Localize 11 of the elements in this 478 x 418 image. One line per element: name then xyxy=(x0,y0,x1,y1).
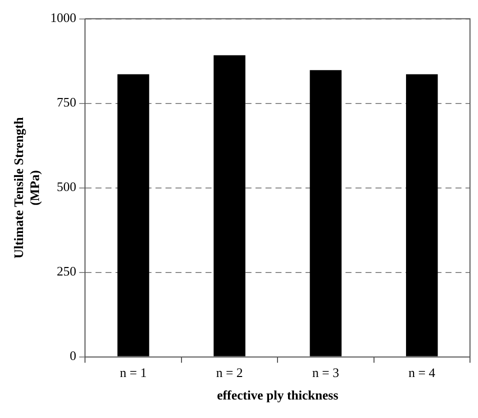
y-tick-label: 1000 xyxy=(50,10,76,26)
x-tick-label: n = 3 xyxy=(312,365,340,380)
x-tick-label: n = 2 xyxy=(216,365,243,380)
y-tick-label: 500 xyxy=(56,179,76,194)
x-tick-label: n = 4 xyxy=(408,365,436,380)
x-axis-title: effective ply thickness xyxy=(216,388,338,403)
y-axis-title: Ultimate Tensile Strength (MPa) xyxy=(11,116,42,258)
y-tick-label: 0 xyxy=(70,348,76,364)
y-tick-label: 250 xyxy=(56,264,76,279)
x-tick-label: n = 1 xyxy=(120,365,147,380)
y-tick-label: 750 xyxy=(56,94,76,110)
